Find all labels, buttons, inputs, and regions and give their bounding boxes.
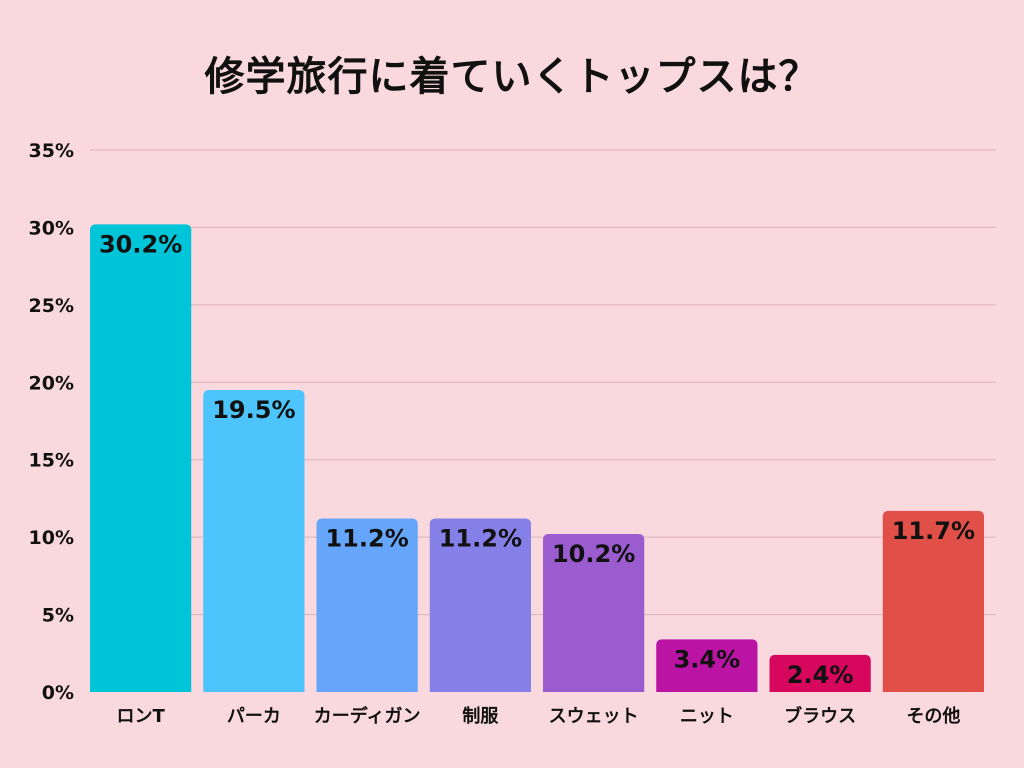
x-tick-label: パーカ <box>227 706 281 727</box>
y-tick-label: 30% <box>29 217 74 239</box>
bar <box>882 510 984 692</box>
data-label: 19.5% <box>212 396 295 424</box>
x-tick-label: ブラウス <box>784 705 856 727</box>
bar <box>429 518 531 692</box>
y-tick-label: 35% <box>29 140 74 162</box>
x-tick-label: カーディガン <box>314 705 421 727</box>
data-label: 2.4% <box>787 661 854 689</box>
x-tick-label: ロンT <box>116 706 165 727</box>
x-tick-label: ニット <box>680 706 734 727</box>
bar <box>769 654 871 692</box>
y-axis-ticks: 0% 5% 10% 15% 20% 25% 30% 35% <box>29 140 74 704</box>
x-tick-label: 制服 <box>462 706 499 727</box>
bar <box>90 224 192 693</box>
data-label: 3.4% <box>674 645 741 673</box>
chart-title: 修学旅行に着ていくトップスは？ <box>204 54 820 100</box>
y-tick-label: 25% <box>29 295 74 317</box>
data-label: 11.7% <box>892 517 975 545</box>
bar <box>203 390 305 692</box>
data-label: 30.2% <box>99 230 182 258</box>
bar <box>543 534 645 692</box>
data-labels: 30.2% 19.5% 11.2% 11.2% 10.2% 3.4% 2.4% 11.7% <box>99 230 975 689</box>
y-tick-label: 15% <box>29 450 74 472</box>
bar <box>656 639 758 692</box>
x-tick-label: その他 <box>906 705 960 727</box>
data-label: 11.2% <box>439 525 522 553</box>
y-tick-label: 0% <box>42 682 74 704</box>
data-label: 11.2% <box>325 525 408 553</box>
bars <box>90 224 984 693</box>
bar <box>316 518 418 692</box>
x-axis-ticks: ロンT パーカ カーディガン 制服 スウェット ニット ブラウス その他 <box>116 705 960 727</box>
data-label: 10.2% <box>552 540 635 568</box>
y-tick-label: 10% <box>29 527 74 549</box>
x-tick-label: スウェット <box>549 706 639 727</box>
y-tick-label: 5% <box>42 605 74 627</box>
y-tick-label: 20% <box>29 372 74 394</box>
